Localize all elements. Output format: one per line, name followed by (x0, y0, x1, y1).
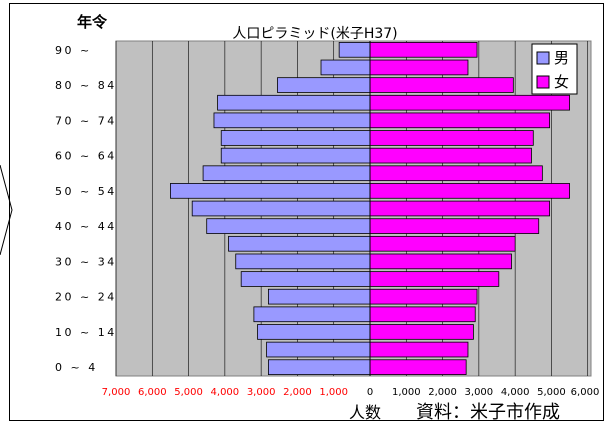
bar-male-13 (220, 130, 371, 146)
y-tick-label: 70 ~ 74 (55, 114, 117, 127)
y-tick-label: 20 ~ 24 (55, 291, 117, 304)
bar-male-14 (213, 112, 371, 129)
bar-female-0 (369, 359, 467, 375)
bar-female-18 (369, 42, 478, 58)
legend-label-female: 女 (554, 73, 569, 91)
bar-male-9 (191, 200, 371, 217)
x-tick-label: 6,000 (571, 387, 600, 398)
x-tick-label: 4,000 (501, 387, 530, 398)
y-tick-label: 40 ~ 44 (55, 220, 117, 233)
bar-female-10 (369, 183, 570, 199)
bar-female-4 (369, 288, 478, 305)
x-tick-labels: 7,000 6,000 5,000 4,000 3,000 2,000 1,000 0 1,00… (102, 387, 600, 398)
bar-male-16 (277, 77, 371, 93)
y-axis-label: 年令 (77, 13, 108, 31)
bar-female-2 (369, 324, 474, 340)
bar-male-12 (220, 147, 371, 164)
bar-female-9 (369, 200, 551, 217)
bar-female-5 (369, 271, 500, 287)
x-tick-label: 7,000 (102, 387, 131, 398)
y-tick-label: 80 ~ 84 (55, 79, 117, 92)
y-tick-label: 90 ~ (55, 44, 92, 57)
x-tick-label: 3,000 (247, 387, 276, 398)
y-tick-label: 10 ~ 14 (55, 326, 117, 339)
x-tick-label: 2,000 (428, 387, 457, 398)
x-tick-label: 6,000 (138, 387, 167, 398)
x-tick-label: 3,000 (465, 387, 494, 398)
source-note: 資料：米子市作成 (416, 402, 560, 423)
y-tick-label: 30 ~ 34 (55, 255, 117, 268)
bar-male-0 (267, 359, 371, 375)
bar-male-3 (253, 306, 371, 323)
bar-female-14 (369, 112, 551, 129)
bar-male-15 (217, 94, 371, 111)
y-tick-label: 60 ~ 64 (55, 150, 117, 163)
y-tick-labels: 0 ~ 4 10 ~ 14 20 ~ 24 30 ~ 34 40 ~ 44 50 ~ 54… (55, 44, 117, 374)
bar-male-11 (202, 165, 371, 182)
bar-female-16 (369, 77, 514, 93)
bar-male-4 (267, 288, 371, 305)
bar-female-13 (369, 130, 534, 146)
x-tick-label: 5,000 (537, 387, 566, 398)
chart-title: 人口ピラミッド(米子H37) (232, 26, 397, 42)
bar-female-6 (369, 253, 512, 270)
bar-female-3 (369, 306, 476, 323)
legend-swatch-female (536, 75, 550, 89)
bar-female-1 (369, 341, 469, 358)
x-tick-label: 1,000 (392, 387, 421, 398)
y-tick-label: 0 ~ 4 (55, 361, 98, 374)
chart-frame (9, 3, 604, 421)
chevron-right-icon (0, 165, 13, 255)
y-tick-label: 50 ~ 54 (55, 185, 117, 198)
x-tick-label: 1,000 (319, 387, 348, 398)
bar-male-10 (170, 183, 371, 199)
x-tick-label: 4,000 (211, 387, 240, 398)
legend: 男 女 (531, 43, 578, 95)
x-axis-label: 人数 (349, 403, 381, 422)
bar-male-17 (320, 59, 371, 76)
bar-female-17 (369, 59, 469, 76)
bar-male-18 (338, 42, 371, 58)
bar-male-5 (240, 271, 371, 287)
bar-male-6 (235, 253, 371, 270)
bar-female-7 (369, 235, 516, 252)
x-tick-label: 2,000 (283, 387, 312, 398)
bar-female-8 (369, 218, 540, 234)
legend-label-male: 男 (554, 49, 569, 67)
bar-female-12 (369, 147, 532, 164)
bar-male-2 (257, 324, 371, 340)
bar-male-8 (206, 218, 371, 234)
x-tick-label: 5,000 (174, 387, 203, 398)
x-tick-label: 0 (367, 387, 373, 398)
bars (170, 42, 570, 375)
bar-female-15 (369, 94, 570, 111)
bar-male-7 (228, 235, 371, 252)
legend-swatch-male (536, 51, 550, 65)
bar-female-11 (369, 165, 543, 182)
bar-male-1 (266, 341, 371, 358)
